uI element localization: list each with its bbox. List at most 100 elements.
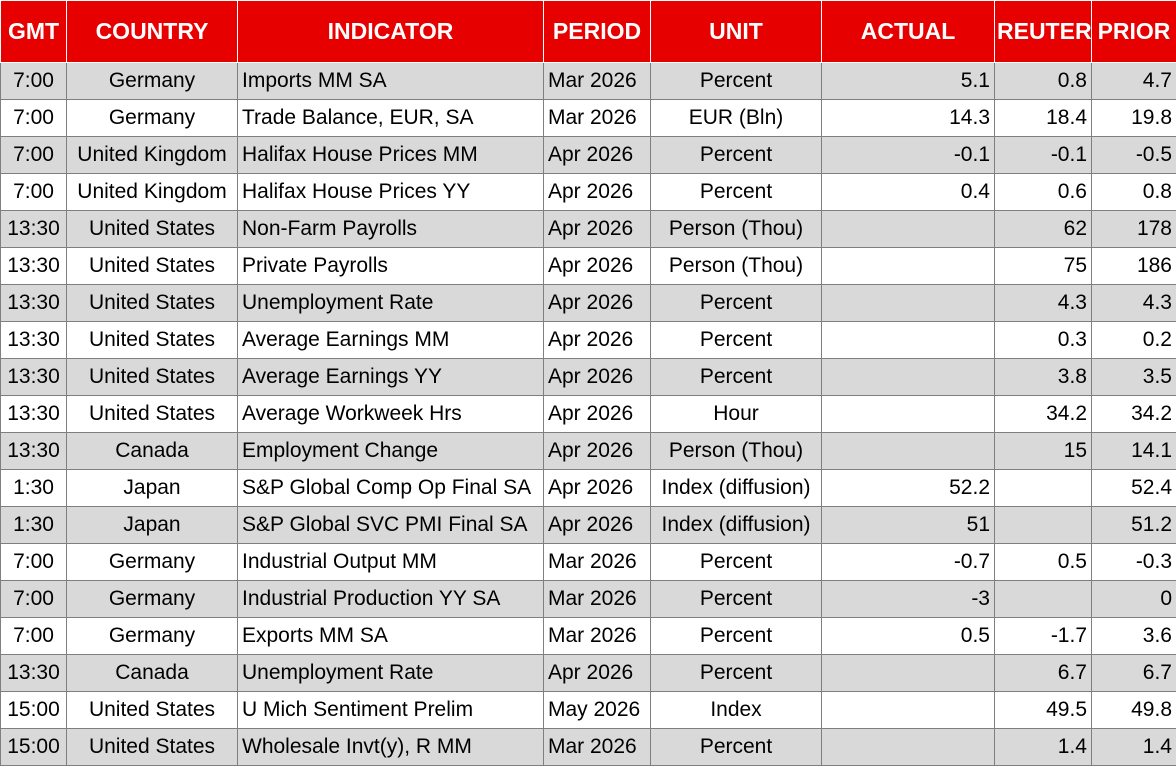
country-cell: Germany	[67, 581, 238, 618]
reuters-poll-cell: 75	[995, 248, 1092, 285]
indicator-cell: Wholesale Invt(y), R MM	[238, 729, 544, 766]
period-cell: Apr 2026	[544, 655, 651, 692]
indicator-cell: Imports MM SA	[238, 63, 544, 100]
gmt-cell: 7:00	[1, 581, 67, 618]
gmt-cell: 7:00	[1, 174, 67, 211]
prior-cell: 52.4	[1092, 470, 1176, 507]
period-cell: Apr 2026	[544, 470, 651, 507]
unit-cell: Percent	[651, 174, 822, 211]
period-cell: Apr 2026	[544, 211, 651, 248]
prior-cell: 0.2	[1092, 322, 1176, 359]
prior-cell: 49.8	[1092, 692, 1176, 729]
country-cell: United States	[67, 359, 238, 396]
unit-cell: Percent	[651, 63, 822, 100]
actual-cell: 52.2	[822, 470, 995, 507]
reuters-poll-cell: 0.8	[995, 63, 1092, 100]
prior-cell: 0.8	[1092, 174, 1176, 211]
unit-cell: Percent	[651, 655, 822, 692]
gmt-cell: 13:30	[1, 433, 67, 470]
country-cell: Germany	[67, 618, 238, 655]
gmt-cell: 13:30	[1, 359, 67, 396]
actual-cell	[822, 359, 995, 396]
unit-cell: Percent	[651, 729, 822, 766]
country-cell: United Kingdom	[67, 174, 238, 211]
prior-cell: 4.3	[1092, 285, 1176, 322]
period-cell: May 2026	[544, 692, 651, 729]
actual-cell	[822, 433, 995, 470]
unit-cell: Person (Thou)	[651, 211, 822, 248]
indicator-cell: Halifax House Prices YY	[238, 174, 544, 211]
country-cell: United States	[67, 396, 238, 433]
country-cell: Japan	[67, 470, 238, 507]
actual-cell	[822, 211, 995, 248]
country-cell: United States	[67, 322, 238, 359]
actual-cell: -0.7	[822, 544, 995, 581]
reuters-poll-cell: 62	[995, 211, 1092, 248]
country-cell: Germany	[67, 544, 238, 581]
gmt-cell: 7:00	[1, 100, 67, 137]
reuters-poll-cell: 1.4	[995, 729, 1092, 766]
reuters-poll-cell: 15	[995, 433, 1092, 470]
country-cell: United States	[67, 248, 238, 285]
reuters-poll-cell: 18.4	[995, 100, 1092, 137]
reuters-poll-cell: -0.1	[995, 137, 1092, 174]
prior-cell: 34.2	[1092, 396, 1176, 433]
period-cell: Apr 2026	[544, 359, 651, 396]
gmt-cell: 13:30	[1, 248, 67, 285]
indicator-cell: Private Payrolls	[238, 248, 544, 285]
period-cell: Mar 2026	[544, 100, 651, 137]
unit-cell: Percent	[651, 544, 822, 581]
country-cell: Japan	[67, 507, 238, 544]
gmt-cell: 1:30	[1, 507, 67, 544]
unit-cell: Percent	[651, 285, 822, 322]
unit-cell: Index (diffusion)	[651, 470, 822, 507]
column-header-indicator: INDICATOR	[238, 1, 544, 63]
country-cell: United States	[67, 729, 238, 766]
indicator-cell: Average Workweek Hrs	[238, 396, 544, 433]
unit-cell: EUR (Bln)	[651, 100, 822, 137]
reuters-poll-cell: 0.3	[995, 322, 1092, 359]
period-cell: Mar 2026	[544, 618, 651, 655]
prior-cell: 1.4	[1092, 729, 1176, 766]
indicator-cell: U Mich Sentiment Prelim	[238, 692, 544, 729]
gmt-cell: 13:30	[1, 285, 67, 322]
column-header-unit: UNIT	[651, 1, 822, 63]
prior-cell: 178	[1092, 211, 1176, 248]
reuters-poll-cell: 34.2	[995, 396, 1092, 433]
prior-cell: 14.1	[1092, 433, 1176, 470]
period-cell: Apr 2026	[544, 174, 651, 211]
actual-cell	[822, 285, 995, 322]
gmt-cell: 15:00	[1, 729, 67, 766]
actual-cell: -0.1	[822, 137, 995, 174]
reuters-poll-cell: 0.6	[995, 174, 1092, 211]
prior-cell: -0.5	[1092, 137, 1176, 174]
actual-cell: -3	[822, 581, 995, 618]
gmt-cell: 7:00	[1, 63, 67, 100]
country-cell: Germany	[67, 100, 238, 137]
prior-cell: 19.8	[1092, 100, 1176, 137]
indicator-cell: Industrial Output MM	[238, 544, 544, 581]
gmt-cell: 1:30	[1, 470, 67, 507]
gmt-cell: 7:00	[1, 618, 67, 655]
prior-cell: 51.2	[1092, 507, 1176, 544]
actual-cell	[822, 729, 995, 766]
actual-cell	[822, 655, 995, 692]
indicator-cell: S&P Global Comp Op Final SA	[238, 470, 544, 507]
unit-cell: Index	[651, 692, 822, 729]
column-header-reuters-poll: REUTERS POLL	[995, 1, 1092, 63]
actual-cell: 5.1	[822, 63, 995, 100]
period-cell: Apr 2026	[544, 322, 651, 359]
period-cell: Apr 2026	[544, 285, 651, 322]
indicator-cell: Unemployment Rate	[238, 655, 544, 692]
unit-cell: Percent	[651, 322, 822, 359]
actual-cell: 51	[822, 507, 995, 544]
actual-cell: 0.4	[822, 174, 995, 211]
